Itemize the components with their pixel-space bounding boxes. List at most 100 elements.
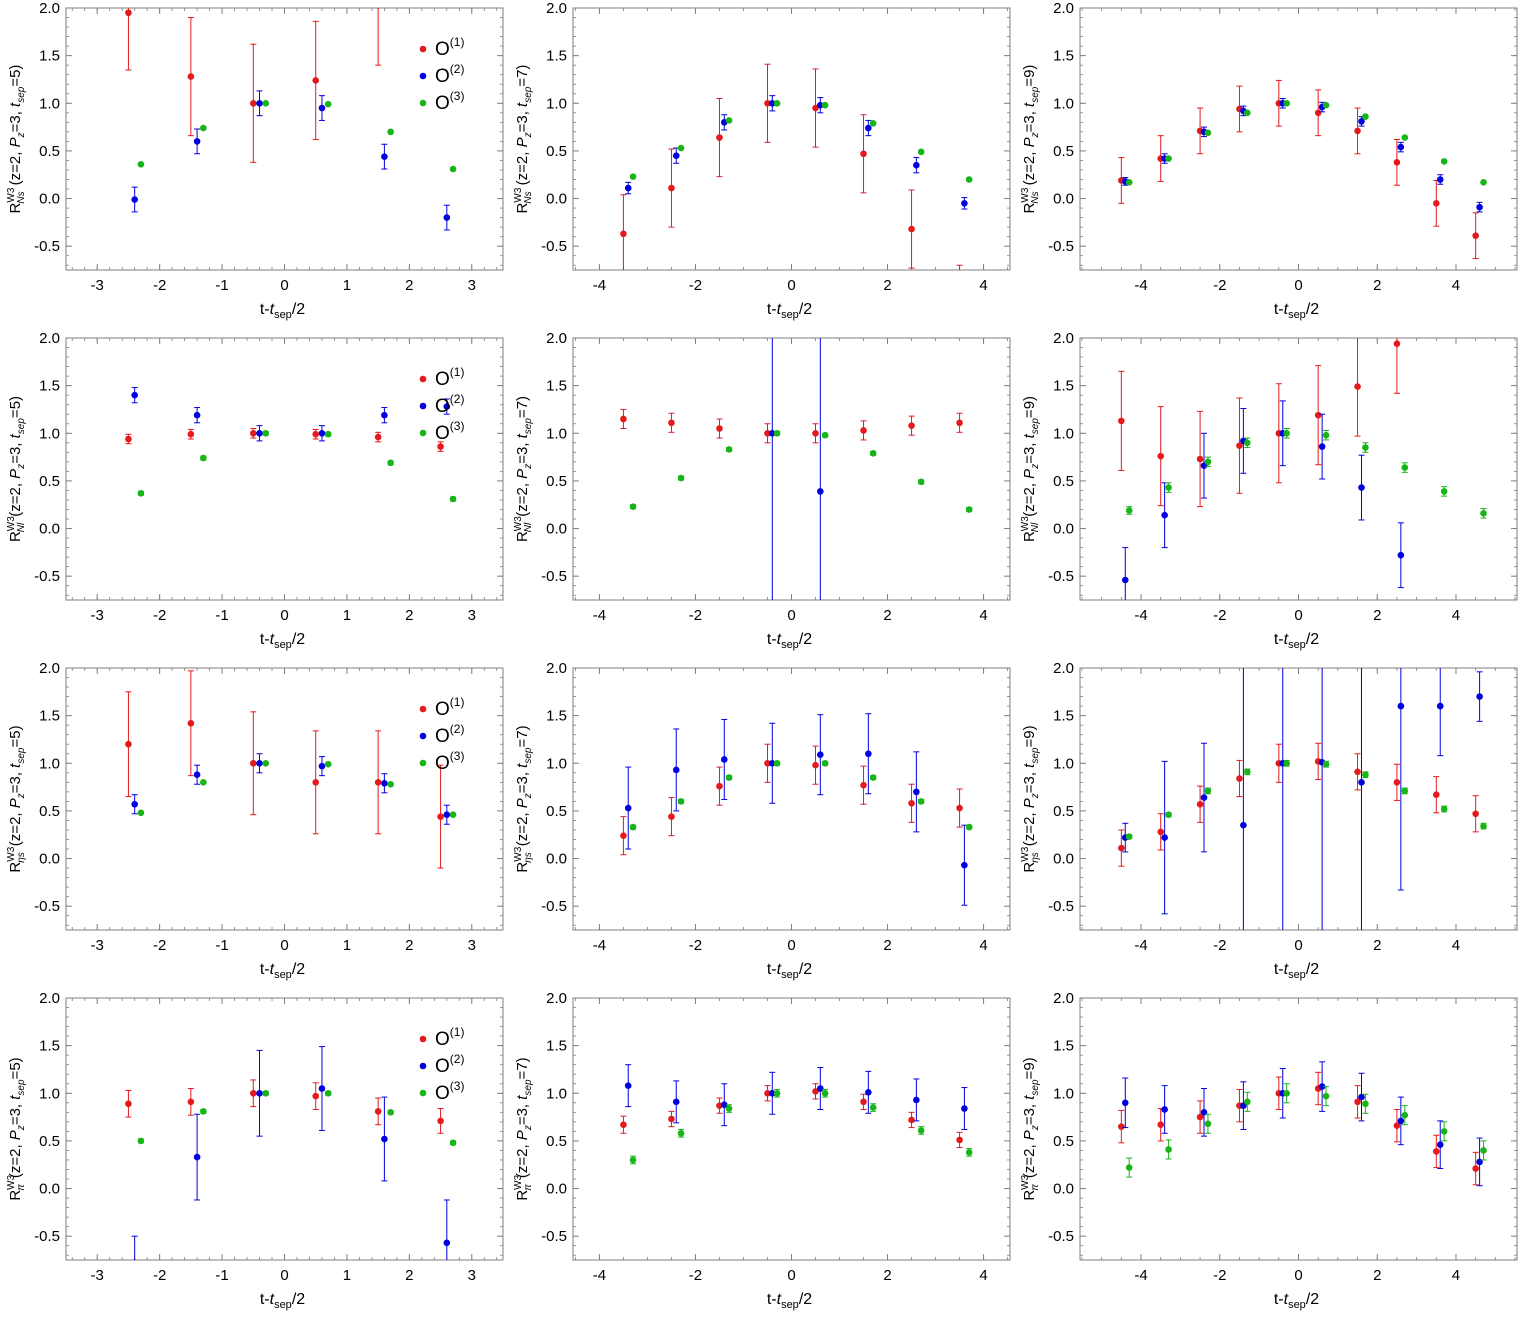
data-point — [860, 114, 867, 194]
y-tick-label: 2.0 — [39, 660, 60, 677]
data-point — [865, 1070, 872, 1114]
plot-frame — [572, 337, 1011, 601]
data-point — [629, 173, 637, 180]
x-tick-label: -4 — [593, 1267, 606, 1284]
data-point — [768, 95, 776, 112]
x-tick-label: -1 — [215, 277, 228, 294]
data-point — [764, 1085, 771, 1102]
data-point — [1436, 174, 1444, 185]
data-point — [869, 774, 877, 781]
data-point — [917, 798, 925, 805]
series-O2 — [1121, 1061, 1483, 1187]
series-O3 — [629, 429, 973, 513]
y-tick-label: 1.0 — [546, 755, 567, 772]
data-point — [1480, 179, 1487, 186]
data-point — [437, 441, 444, 452]
x-tick-label: 2 — [1373, 937, 1381, 954]
y-axis-label: RW3Ns(z=2, Pz=3, tsep=5) — [6, 65, 27, 214]
data-point — [956, 788, 963, 828]
series-O3 — [1125, 1083, 1487, 1178]
data-point — [1440, 158, 1448, 165]
y-axis-label: RW3ηs(z=2, Pz=3, tsep=7) — [513, 725, 534, 872]
data-point — [965, 506, 973, 513]
data-point — [249, 1079, 257, 1108]
data-point — [1354, 753, 1361, 791]
data-point — [1283, 428, 1290, 439]
plot-frame — [1079, 997, 1518, 1261]
data-point — [1472, 212, 1479, 260]
data-point — [1240, 668, 1247, 930]
chart-svg: -3 -2 -1 0 1 2 3 -0.5 0.0 0.5 1.0 1.5 2.0 t-tsep/2 RW3… — [6, 330, 504, 651]
data-point — [387, 128, 394, 136]
data-point — [193, 128, 201, 155]
data-point — [374, 730, 382, 835]
x-tick-label: -4 — [593, 937, 606, 954]
x-tick-label: -3 — [91, 607, 104, 624]
y-tick-label: 0.0 — [1053, 191, 1074, 208]
x-tick-label: 4 — [979, 607, 987, 624]
data-point — [131, 186, 138, 213]
series-O3 — [1125, 428, 1487, 519]
data-point — [629, 503, 637, 510]
data-point — [1476, 201, 1483, 213]
y-tick-label: 1.0 — [39, 755, 60, 772]
svg-text:O(2): O(2) — [435, 1052, 464, 1077]
y-tick-label: 1.5 — [1053, 708, 1074, 725]
y-tick-label: 2.0 — [1053, 330, 1074, 347]
data-point — [1196, 107, 1204, 155]
data-point — [262, 99, 270, 107]
data-point — [1472, 795, 1479, 833]
y-tick-label: -0.5 — [541, 1228, 567, 1245]
series-O3 — [629, 99, 973, 183]
y-tick-label: -0.5 — [1048, 238, 1074, 255]
x-tick-label: -2 — [153, 607, 166, 624]
data-point — [961, 824, 968, 906]
legend-item: O(3) — [419, 419, 464, 444]
plot-frame — [1079, 337, 1518, 601]
data-point — [262, 429, 270, 437]
data-point — [860, 1093, 867, 1110]
series-O1 — [125, 1079, 444, 1134]
y-tick-label: 2.0 — [1053, 0, 1074, 17]
data-point — [725, 1104, 733, 1113]
y-axis-label: RW3Nl(z=2, Pz=3, tsep=5) — [6, 396, 27, 542]
data-point — [1157, 813, 1165, 851]
data-point — [374, 1097, 382, 1126]
x-tick-label: 1 — [343, 277, 351, 294]
x-tick-label: 3 — [468, 1267, 476, 1284]
data-point — [668, 412, 675, 433]
y-axis-label: RW3Ns(z=2, Pz=3, tsep=9) — [1020, 65, 1041, 214]
data-point — [193, 764, 201, 785]
x-tick-label: 2 — [883, 937, 891, 954]
y-tick-label: 1.0 — [39, 1085, 60, 1102]
x-tick-label: 4 — [979, 1267, 987, 1284]
data-point — [764, 743, 771, 783]
series-O1 — [125, 670, 444, 869]
data-point — [1432, 179, 1440, 227]
data-point — [125, 433, 132, 445]
x-tick-label: -2 — [1213, 607, 1226, 624]
data-point — [917, 478, 925, 486]
data-point — [1401, 462, 1409, 473]
y-tick-label: 1.0 — [546, 425, 567, 442]
y-tick-label: 1.5 — [39, 1038, 60, 1055]
x-tick-label: 4 — [1452, 607, 1460, 624]
data-point — [629, 823, 637, 831]
data-point — [908, 1111, 915, 1129]
x-tick-label: 4 — [1452, 937, 1460, 954]
legend-item: O(3) — [419, 89, 464, 114]
data-point — [387, 780, 394, 788]
data-point — [768, 722, 776, 804]
series-O3 — [137, 99, 457, 173]
data-point — [1318, 413, 1326, 480]
data-point — [1125, 179, 1133, 186]
y-tick-label: -0.5 — [1048, 1228, 1074, 1245]
data-point — [1318, 668, 1326, 930]
data-point — [725, 774, 733, 781]
data-point — [620, 194, 627, 270]
y-tick-label: 1.0 — [1053, 425, 1074, 442]
series-O3 — [137, 429, 457, 503]
chart-panel-r1-c0: -3 -2 -1 0 1 2 3 -0.5 0.0 0.5 1.0 1.5 2.0 t-tsep/2 RW3… — [0, 330, 506, 658]
x-tick-label: -2 — [689, 937, 702, 954]
y-tick-label: 2.0 — [546, 990, 567, 1007]
